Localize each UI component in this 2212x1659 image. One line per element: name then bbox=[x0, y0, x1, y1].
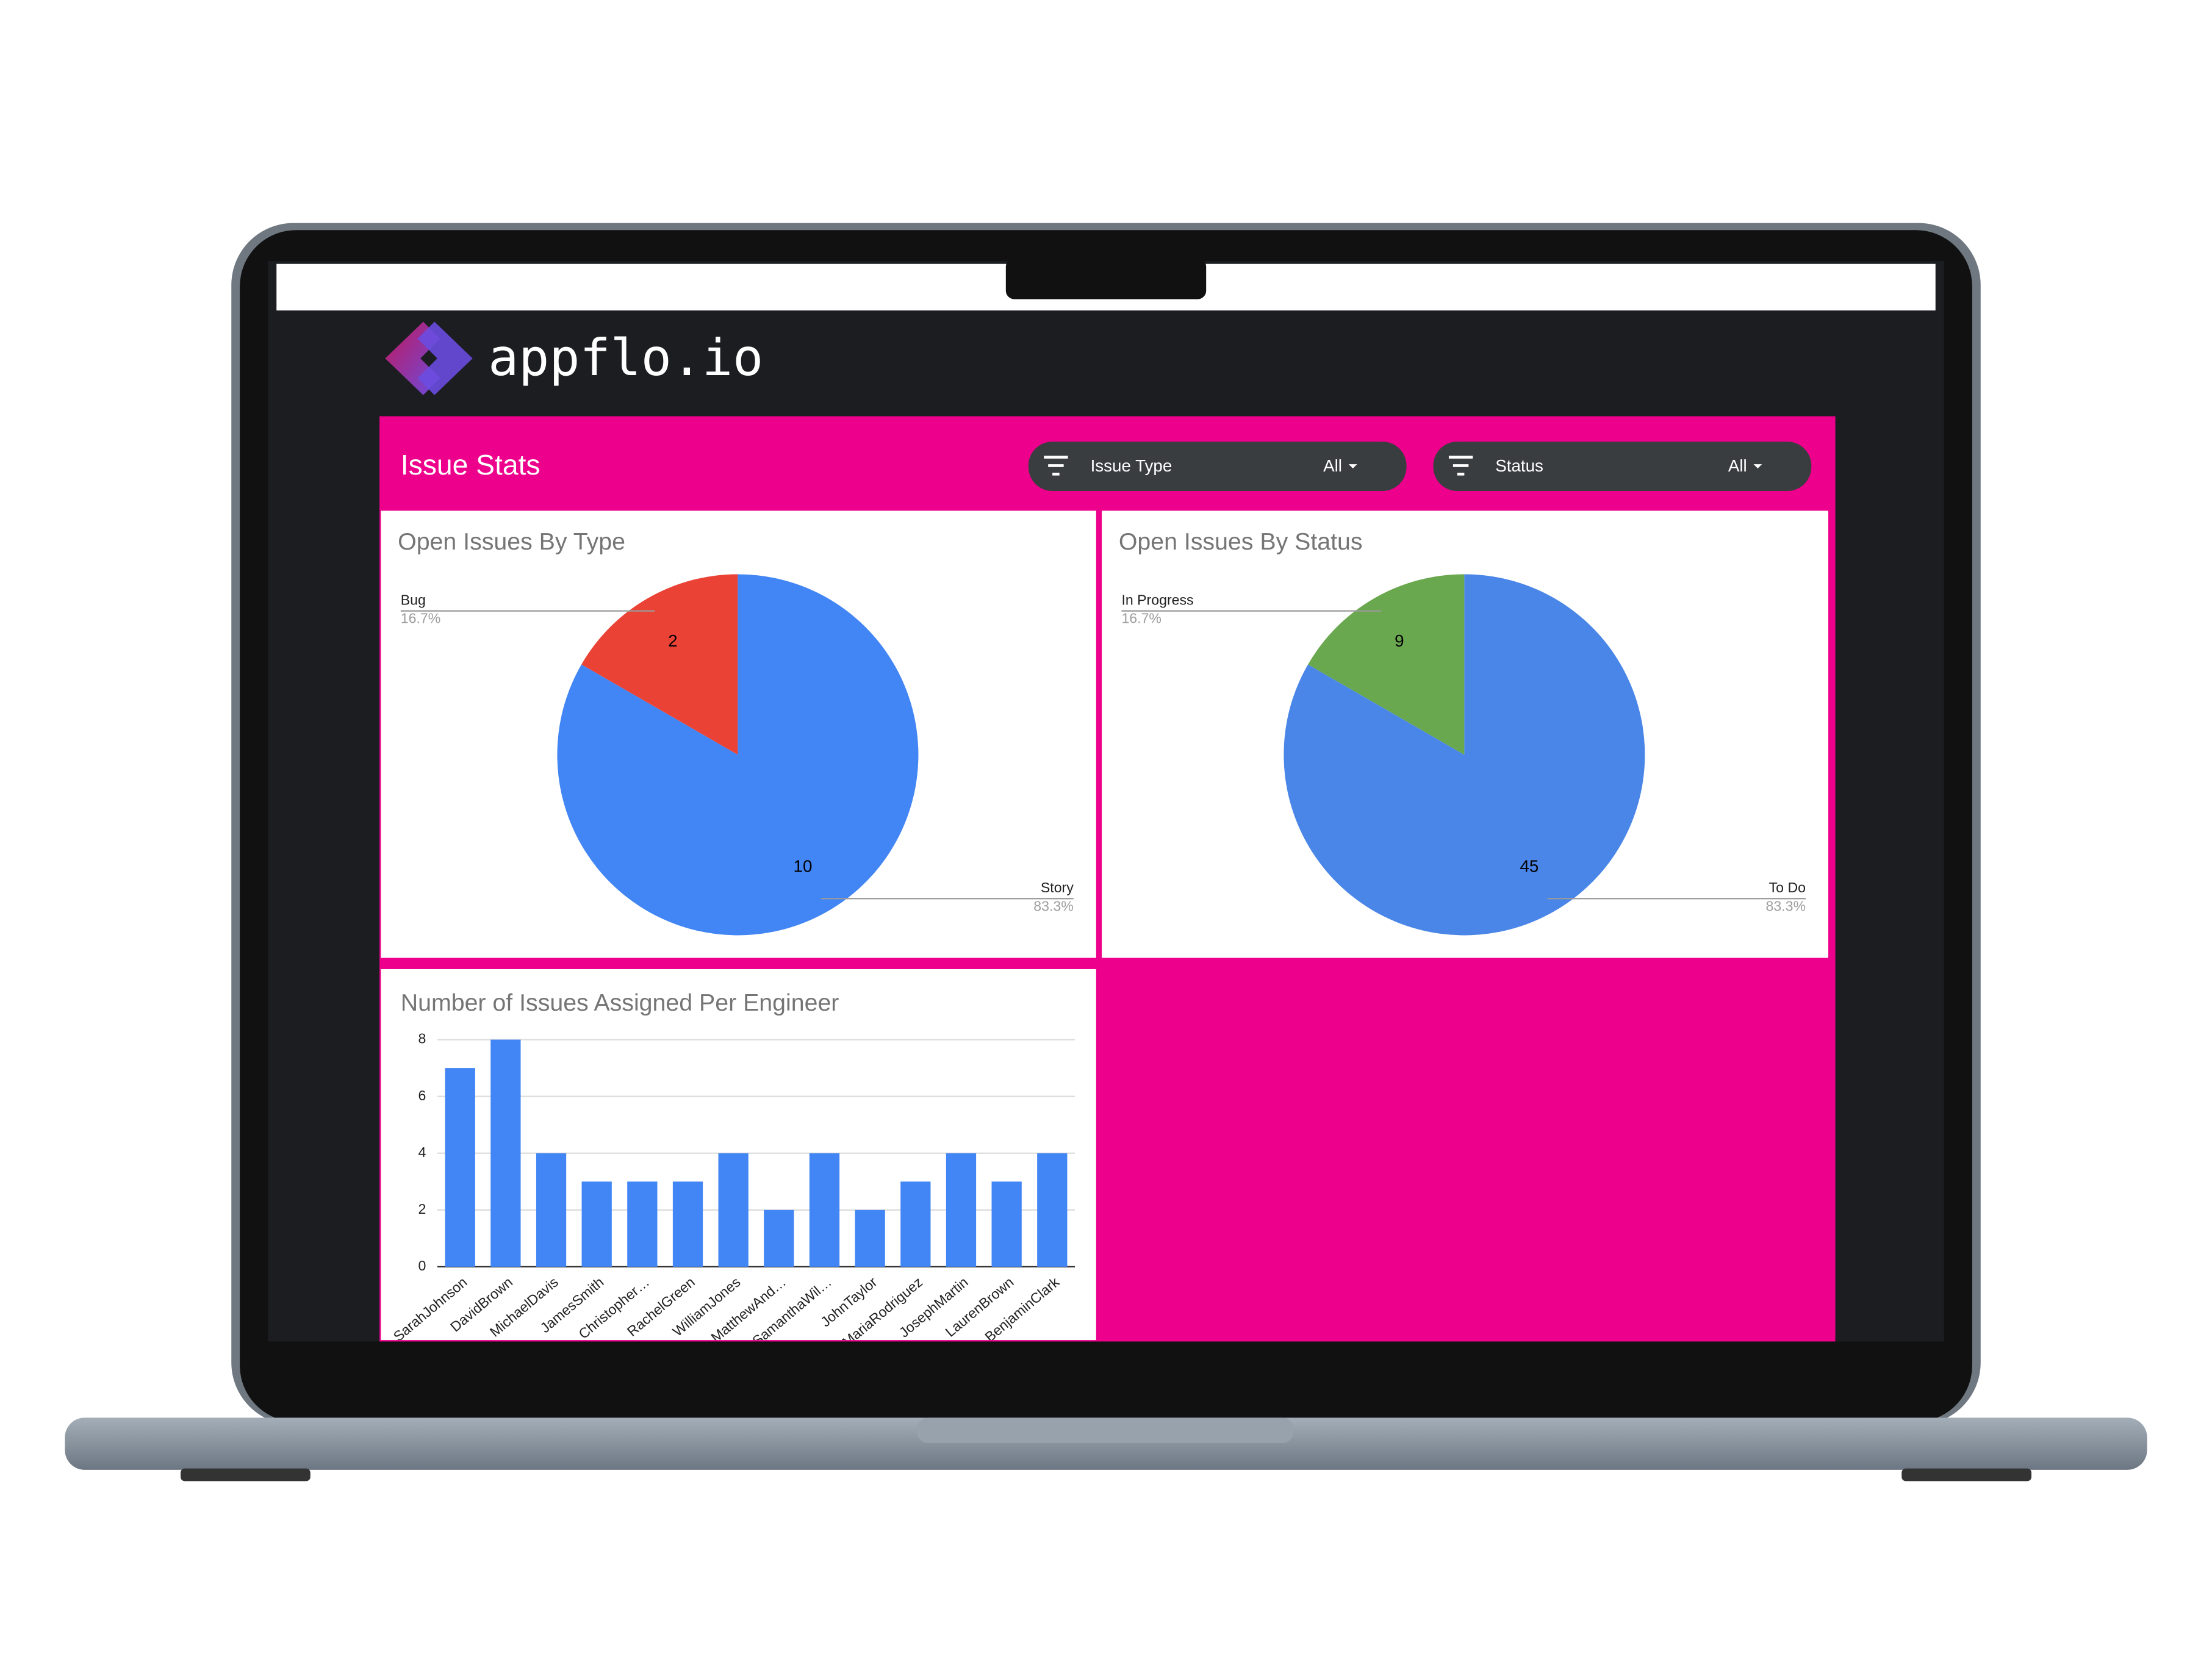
bar bbox=[991, 1181, 1022, 1267]
y-tick-label: 6 bbox=[418, 1087, 426, 1103]
percent-label: 83.3% bbox=[1033, 898, 1074, 914]
chart-title: Open Issues By Type bbox=[398, 528, 625, 555]
pie-slice bbox=[1308, 574, 1465, 755]
filter-value: All bbox=[1323, 456, 1342, 475]
base-notch bbox=[917, 1417, 1294, 1443]
pie-slice bbox=[1284, 574, 1645, 936]
logo bbox=[385, 321, 473, 395]
y-tick-label: 8 bbox=[418, 1031, 426, 1047]
percent-label: 83.3% bbox=[1765, 898, 1806, 914]
legend-label: In Progress bbox=[1121, 592, 1193, 608]
laptop-base bbox=[65, 1417, 2147, 1470]
slice-value-label: 9 bbox=[1395, 631, 1404, 650]
camera-notch bbox=[1005, 258, 1207, 299]
bar bbox=[946, 1153, 977, 1267]
legend-label: Story bbox=[1041, 880, 1074, 895]
pie-slice bbox=[557, 574, 919, 936]
slice-value-label: 2 bbox=[668, 631, 677, 650]
pie-slice bbox=[581, 574, 738, 755]
bar bbox=[1037, 1153, 1068, 1267]
slice-value-label: 45 bbox=[1520, 856, 1539, 875]
filter-pill[interactable] bbox=[1028, 442, 1407, 491]
foot bbox=[181, 1468, 311, 1482]
legend-label: Bug bbox=[401, 592, 426, 608]
bar bbox=[445, 1068, 475, 1267]
bar bbox=[809, 1153, 840, 1267]
foot bbox=[1901, 1468, 2031, 1482]
brand: appflo.io bbox=[488, 328, 763, 387]
chart-title: Number of Issues Assigned Per Engineer bbox=[401, 989, 839, 1016]
filter-label: Status bbox=[1495, 456, 1543, 475]
y-tick-label: 4 bbox=[418, 1144, 426, 1160]
percent-label: 16.7% bbox=[1121, 611, 1162, 626]
slice-value-label: 10 bbox=[794, 856, 813, 875]
percent-label: 16.7% bbox=[401, 611, 441, 626]
filter-value: All bbox=[1728, 456, 1747, 475]
filter-label: Issue Type bbox=[1091, 456, 1172, 475]
bar bbox=[581, 1181, 612, 1267]
bar bbox=[855, 1209, 885, 1267]
chart-title: Open Issues By Status bbox=[1119, 528, 1363, 555]
y-tick-label: 0 bbox=[418, 1258, 426, 1274]
filter-pill[interactable] bbox=[1433, 442, 1812, 491]
bar bbox=[900, 1181, 931, 1267]
legend-label: To Do bbox=[1769, 880, 1806, 895]
bar bbox=[764, 1209, 794, 1267]
y-tick-label: 2 bbox=[418, 1201, 426, 1217]
bar bbox=[718, 1153, 749, 1267]
bar bbox=[672, 1181, 703, 1267]
filter[interactable]: Issue Type All bbox=[1028, 442, 1407, 491]
dashboard-title: Issue Stats bbox=[401, 449, 540, 481]
bar bbox=[536, 1153, 567, 1267]
filter[interactable]: Status All bbox=[1433, 442, 1812, 491]
bar bbox=[490, 1039, 521, 1267]
bar bbox=[627, 1181, 658, 1267]
